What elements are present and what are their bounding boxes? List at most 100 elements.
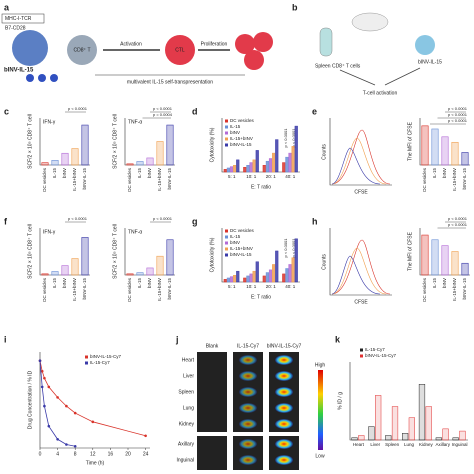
- imaging: High Low Blank IL-15-Cy7 bINV-IL-15-Cy7: [197, 343, 325, 470]
- vesicle: [12, 30, 48, 66]
- bar: [272, 264, 276, 283]
- x-tick-label: Lung: [404, 442, 415, 447]
- legend-label: IL-15: [230, 234, 241, 239]
- panel-letter: d: [192, 106, 198, 116]
- bar: [126, 273, 134, 276]
- legend-label: IL-15: [230, 124, 241, 129]
- x-tick-label: IL-15+bINV: [72, 168, 77, 191]
- row-label: Heart: [182, 357, 195, 363]
- legend-swatch: [225, 229, 228, 233]
- annotation: p < 0.0001: [448, 106, 468, 111]
- bar: [268, 158, 273, 173]
- bar: [166, 124, 174, 166]
- chart-title: IFN-γ: [43, 119, 56, 125]
- bar: [442, 428, 449, 441]
- x-tick-label: bINV: [442, 168, 447, 178]
- legend-swatch: [85, 355, 88, 359]
- bar: [282, 162, 286, 173]
- bar: [243, 277, 247, 283]
- bar: [268, 269, 273, 283]
- signal: [239, 403, 257, 413]
- bar: [233, 275, 237, 283]
- bar: [288, 264, 292, 283]
- x-tick-label: 5: 1: [228, 174, 236, 179]
- chart-title: TNF-α: [128, 229, 142, 235]
- histogram: [331, 129, 391, 185]
- bar: [246, 275, 250, 283]
- bar: [425, 406, 432, 441]
- legend-label: DC vesicles: [230, 118, 255, 123]
- panel-letter: f: [4, 216, 8, 226]
- bar: [265, 272, 269, 283]
- bar: [282, 273, 286, 283]
- annotation: p = 0.0004: [153, 112, 173, 117]
- histogram: [331, 255, 381, 295]
- panel-letter: e: [312, 106, 317, 116]
- legend-label: IL-15-Cy7: [90, 360, 110, 365]
- x-tick-label: 20: 1: [266, 174, 277, 179]
- label: Low: [315, 453, 325, 459]
- legend-label: IL-15+bINV: [230, 136, 253, 141]
- row-label: Liver: [183, 373, 194, 379]
- x-tick-label: IL-15: [137, 168, 142, 179]
- x-tick-label: bINV: [62, 278, 67, 288]
- chart-title: TNF-α: [128, 119, 142, 125]
- x-tick-label: IL-15: [52, 168, 57, 179]
- axis: [39, 352, 150, 449]
- x-tick-label: bINV-IL-15: [462, 168, 467, 190]
- signal: [275, 419, 293, 429]
- panel-letter: j: [175, 334, 179, 344]
- bar: [294, 125, 298, 173]
- bar: [418, 384, 426, 441]
- vesicles: [415, 35, 435, 55]
- organ-panel: [197, 352, 227, 432]
- bar: [459, 430, 466, 441]
- x-tick-label: bINV-IL-15: [167, 278, 172, 300]
- label: B7-CD28: [5, 25, 26, 31]
- cell: [235, 34, 255, 54]
- x-tick-label: IL-15+bINV: [452, 278, 457, 301]
- signal: [275, 371, 293, 381]
- y-label: SCF/2 × 10⁵ CD8⁺ T cell: [112, 224, 118, 279]
- bar: [255, 261, 259, 283]
- column-label: IL-15-Cy7: [237, 343, 259, 349]
- bar: [262, 275, 266, 283]
- legend-swatch: [225, 125, 228, 129]
- label: bINV-IL-15: [4, 68, 34, 74]
- node-panel: [197, 436, 227, 470]
- bar: [351, 437, 358, 441]
- bar: [226, 277, 230, 283]
- bar: [226, 167, 230, 173]
- bar: [285, 156, 289, 173]
- signal: [275, 455, 293, 465]
- bar: [229, 276, 234, 283]
- x-tick-label: 5: 1: [228, 284, 236, 289]
- y-label: Drug Concentration / % ID: [27, 370, 33, 429]
- annotation: p < 0.0001: [68, 106, 88, 111]
- bar: [236, 270, 240, 283]
- label: High: [315, 362, 326, 368]
- x-label: E: T ratio: [251, 184, 271, 190]
- annotation: p < 0.0001: [283, 128, 288, 148]
- x-tick-label: IL-15+bINV: [157, 278, 162, 301]
- label: CD8⁺ T: [74, 47, 91, 53]
- bar: [421, 125, 429, 166]
- y-label: SCF/2 × 10⁵ CD8⁺ T cell: [27, 224, 33, 279]
- y-label: The MFI of CFSE: [407, 231, 413, 271]
- bar: [229, 166, 234, 173]
- bar: [451, 141, 459, 166]
- legend-label: bINV-IL-15: [230, 142, 252, 147]
- signal: [239, 439, 257, 449]
- bar: [431, 239, 439, 276]
- x-tick-label: bINV: [147, 278, 152, 288]
- signal: [275, 403, 293, 413]
- legend-label: bINV-IL-15: [230, 252, 252, 257]
- annotation: p < 0.0001: [153, 216, 173, 221]
- legend-swatch: [225, 247, 228, 251]
- label: bINV-IL-15: [418, 59, 442, 65]
- y-label: Cytotoxicity (%): [209, 237, 215, 272]
- bar: [408, 417, 415, 441]
- bar: [272, 152, 276, 173]
- mouse: [351, 12, 389, 32]
- x-tick-label: DC vesicles: [42, 167, 47, 192]
